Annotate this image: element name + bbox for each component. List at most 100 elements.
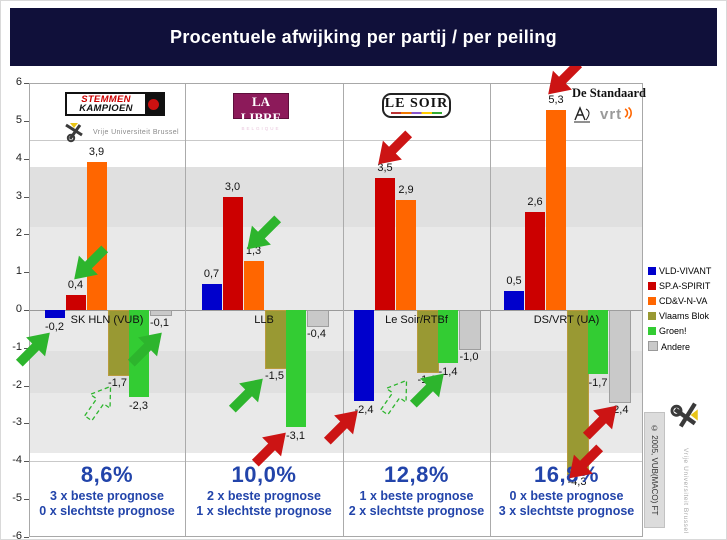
le-soir-stripe bbox=[391, 112, 442, 114]
legend-swatch bbox=[648, 341, 658, 351]
bar bbox=[65, 294, 86, 310]
stemmen-kampioen-line2: KAMPIOEN bbox=[79, 103, 133, 114]
annotation-arrow-green bbox=[230, 201, 292, 263]
axis-tick-label: -1 bbox=[12, 340, 22, 353]
de-standaard-logo: De Standaard vrt bbox=[572, 86, 646, 124]
legend-swatch bbox=[648, 282, 656, 290]
total-deviation: 12,8% bbox=[384, 462, 449, 487]
beste-prognose: 2 x beste prognose bbox=[207, 489, 321, 503]
vub-emblem-icon bbox=[65, 123, 83, 143]
axis-tick-label: -2 bbox=[12, 378, 22, 391]
stemmen-kampioen-logo: STEMMEN KAMPIOEN bbox=[65, 92, 165, 116]
category-label: DS/VRT (UA) bbox=[533, 314, 600, 326]
axis-tick-mark bbox=[24, 272, 29, 274]
de-standaard-text: De Standaard bbox=[572, 86, 646, 100]
panel-divider bbox=[185, 84, 186, 536]
legend-item: SP.A-SPIRIT bbox=[648, 281, 727, 296]
legend-swatch bbox=[648, 327, 656, 335]
bar bbox=[588, 310, 608, 375]
bar bbox=[525, 211, 545, 310]
bar bbox=[149, 310, 172, 316]
axis-tick-mark bbox=[24, 536, 29, 538]
axis-tick-mark bbox=[24, 347, 29, 349]
annotation-arrow-green-dashed bbox=[370, 370, 424, 425]
bar bbox=[222, 196, 243, 310]
bar-value-label: 3,5 bbox=[377, 161, 393, 174]
bar-value-label: 2,6 bbox=[527, 195, 543, 208]
slechtste-prognose: 2 x slechtste prognose bbox=[348, 504, 485, 518]
vub-logo: Vrije Universiteit Brussel bbox=[62, 120, 179, 144]
legend-label: Vlaams Blok bbox=[659, 311, 710, 321]
axis-tick-label: 6 bbox=[15, 76, 22, 89]
bar-value-label: 2,9 bbox=[398, 184, 414, 197]
legend-label: SP.A-SPIRIT bbox=[659, 281, 711, 291]
axis-tick-label: 1 bbox=[15, 265, 22, 278]
axis-tick-mark bbox=[24, 461, 29, 463]
category-label: SK HLN (VUB) bbox=[70, 314, 144, 326]
vub-corner-emblem-icon bbox=[670, 402, 698, 428]
gridline bbox=[30, 461, 642, 462]
bar bbox=[396, 200, 416, 310]
bar bbox=[201, 283, 222, 310]
annotation-arrow-red bbox=[552, 430, 614, 492]
axis-tick-mark bbox=[24, 499, 29, 501]
annotation-arrow-red bbox=[531, 46, 593, 108]
panel-divider bbox=[343, 84, 344, 536]
axis-tick-label: -4 bbox=[12, 454, 22, 467]
legend-label: CD&V-N-VA bbox=[659, 296, 708, 306]
bar bbox=[609, 310, 631, 403]
axis-tick-label: 5 bbox=[15, 113, 22, 126]
slechtste-prognose: 3 x slechtste prognose bbox=[498, 504, 635, 518]
annotation-arrow-green-dashed bbox=[74, 376, 128, 431]
zero-gridline bbox=[30, 310, 642, 311]
bar bbox=[243, 260, 264, 310]
title-bar: Procentuele afwijking per partij / per p… bbox=[10, 8, 717, 66]
slechtste-prognose: 1 x slechtste prognose bbox=[196, 504, 332, 518]
panel-stats: 10,0% 2 x beste prognose 1 x slechtste p… bbox=[185, 462, 343, 519]
panel-stats: 12,8% 1 x beste prognose 2 x slechtste p… bbox=[343, 462, 490, 519]
legend-label: Groen! bbox=[659, 326, 687, 336]
gridline bbox=[30, 140, 642, 141]
bar-value-label: -1,5 bbox=[265, 369, 284, 382]
axis-tick-mark bbox=[24, 158, 29, 160]
le-soir-text: LE SOIR bbox=[384, 96, 449, 111]
axis-tick-mark bbox=[24, 423, 29, 425]
panel-divider bbox=[490, 84, 491, 536]
annotation-arrow-green bbox=[218, 365, 280, 427]
axis-tick-mark bbox=[24, 120, 29, 122]
legend-label: VLD-VIVANT bbox=[659, 266, 712, 276]
vub-corner-text: Vrije Universiteit Brussel bbox=[682, 448, 689, 534]
annotation-arrow-green bbox=[57, 231, 119, 293]
vrt-text: vrt bbox=[600, 105, 623, 123]
legend: VLD-VIVANT SP.A-SPIRIT CD&V-N-VA Vlaams … bbox=[648, 266, 727, 356]
axis-tick-label: -6 bbox=[12, 529, 22, 540]
bar bbox=[306, 310, 329, 328]
bar bbox=[546, 109, 566, 310]
beste-prognose: 1 x beste prognose bbox=[359, 489, 474, 503]
bar-value-label: 0,5 bbox=[506, 275, 522, 288]
legend-item: Andere bbox=[648, 341, 727, 356]
legend-item: Groen! bbox=[648, 326, 727, 341]
axis-tick-label: 2 bbox=[15, 227, 22, 240]
annotation-arrow-green bbox=[117, 319, 179, 381]
bar bbox=[354, 310, 374, 401]
bar-value-label: 0,7 bbox=[203, 267, 220, 280]
slechtste-prognose: 0 x slechtste prognose bbox=[39, 504, 175, 518]
annotation-arrow-green bbox=[5, 319, 67, 381]
vub-text: Vrije Universiteit Brussel bbox=[93, 128, 179, 136]
axis-tick-label: -3 bbox=[12, 416, 22, 429]
axis-tick-mark bbox=[24, 310, 29, 311]
bar bbox=[375, 177, 395, 310]
bar bbox=[44, 310, 65, 318]
bar bbox=[285, 310, 306, 428]
le-soir-logo: LE SOIR bbox=[382, 93, 451, 118]
bar-value-label: -1,7 bbox=[108, 377, 127, 390]
total-deviation: 8,6% bbox=[80, 462, 134, 487]
vrt-logo: vrt bbox=[600, 105, 633, 123]
bar-value-label: -0,1 bbox=[150, 316, 169, 329]
copyright-strip: © 2005, VUB(MACO) FT bbox=[644, 412, 665, 528]
legend-swatch bbox=[648, 267, 656, 275]
la-libre-line1: LA LIBRE bbox=[240, 94, 282, 125]
bar bbox=[459, 310, 481, 350]
vrt-waves-icon bbox=[624, 106, 633, 119]
